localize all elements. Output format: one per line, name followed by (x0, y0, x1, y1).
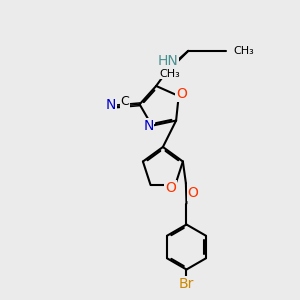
Text: O: O (165, 181, 176, 195)
Text: HN: HN (158, 54, 178, 68)
Text: C: C (120, 95, 129, 108)
Text: O: O (188, 186, 199, 200)
Text: Br: Br (179, 277, 194, 291)
Text: CH₃: CH₃ (160, 69, 181, 79)
Text: N: N (143, 119, 154, 133)
Text: N: N (105, 98, 116, 112)
Text: CH₃: CH₃ (234, 46, 255, 56)
Text: O: O (176, 88, 187, 101)
